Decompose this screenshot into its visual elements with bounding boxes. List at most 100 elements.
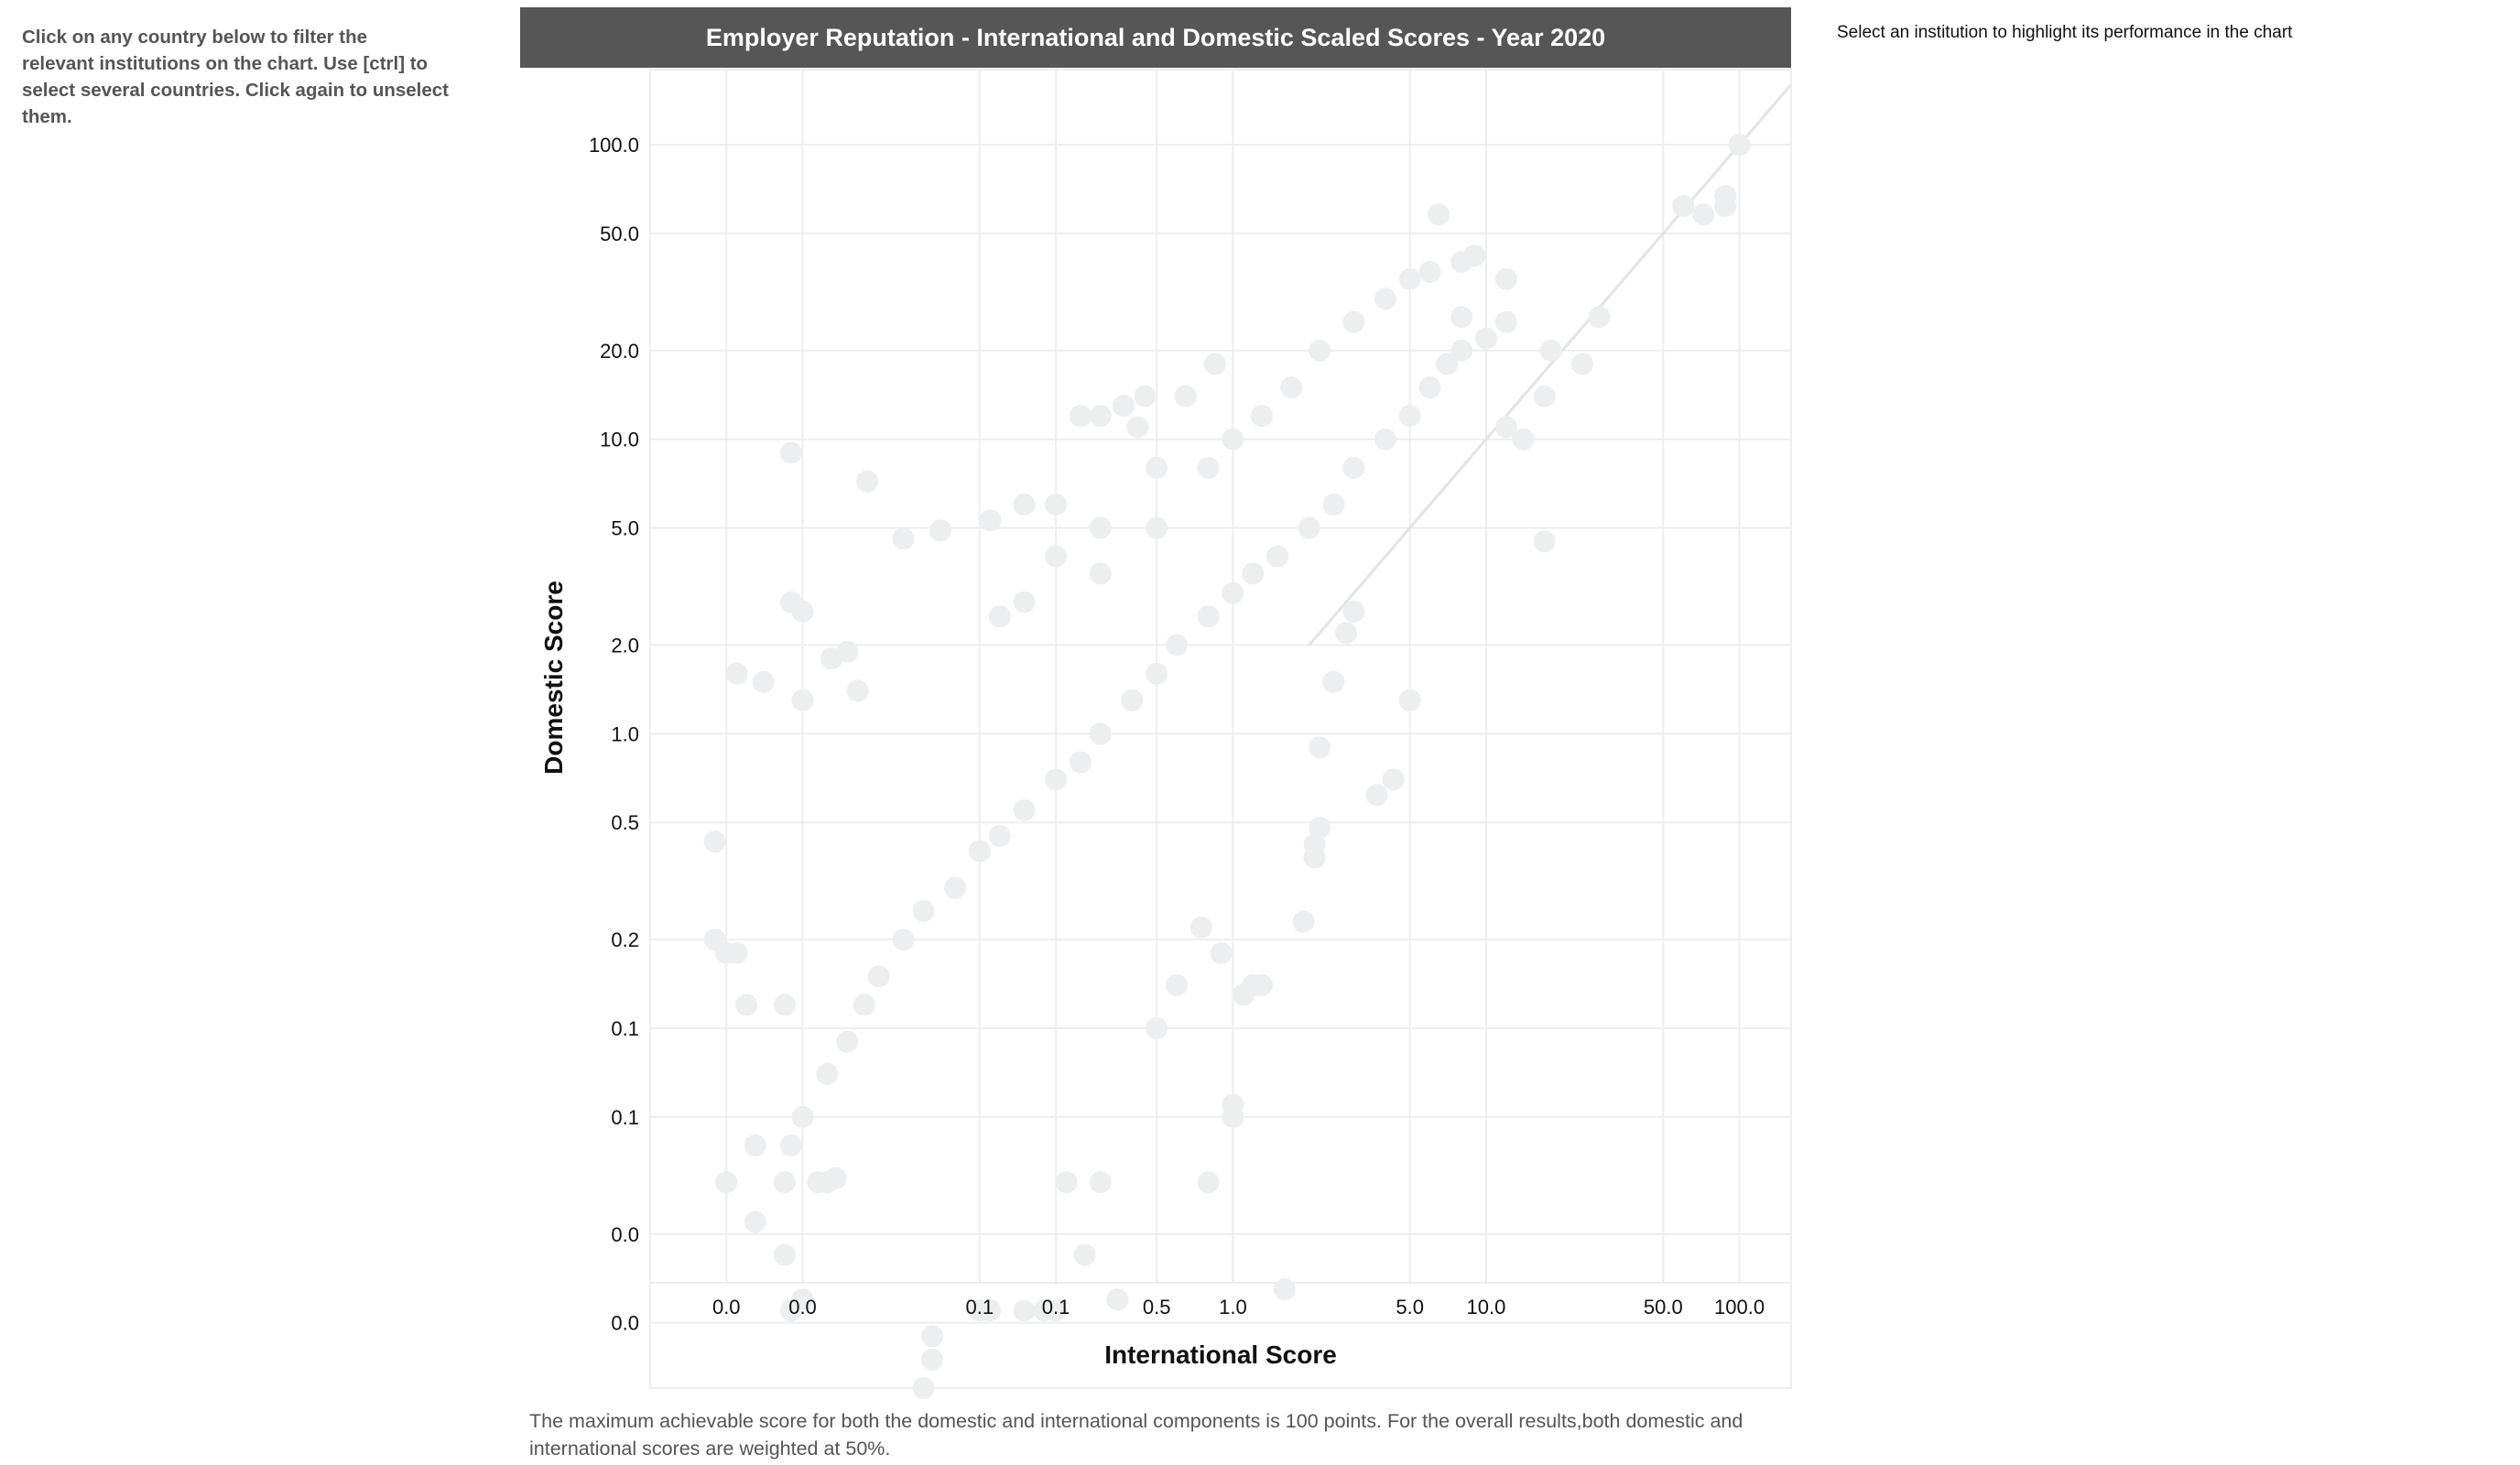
- institution-point[interactable]: [1250, 405, 1273, 428]
- institution-point[interactable]: [1089, 1171, 1112, 1194]
- institution-point[interactable]: [1512, 428, 1535, 450]
- institution-point[interactable]: [1055, 1171, 1078, 1194]
- institution-point[interactable]: [816, 1062, 839, 1085]
- institution-point[interactable]: [892, 928, 915, 951]
- institution-point[interactable]: [1309, 816, 1331, 839]
- institution-point[interactable]: [1146, 516, 1168, 539]
- institution-point[interactable]: [1672, 194, 1695, 217]
- institution-point[interactable]: [1280, 376, 1303, 399]
- institution-point[interactable]: [968, 1299, 991, 1322]
- institution-point[interactable]: [1146, 1017, 1168, 1040]
- institution-point[interactable]: [1073, 1243, 1096, 1266]
- institution-point[interactable]: [1398, 405, 1421, 428]
- institution-point[interactable]: [791, 1105, 814, 1128]
- institution-point[interactable]: [1210, 941, 1233, 964]
- institution-point[interactable]: [1494, 416, 1517, 439]
- institution-point[interactable]: [1571, 353, 1594, 375]
- institution-point[interactable]: [1045, 1299, 1068, 1322]
- institution-point[interactable]: [836, 1030, 859, 1053]
- institution-point[interactable]: [1266, 545, 1289, 568]
- institution-point[interactable]: [1013, 591, 1036, 613]
- institution-point[interactable]: [1298, 516, 1320, 539]
- institution-point[interactable]: [1232, 983, 1255, 1006]
- institution-point[interactable]: [744, 1134, 766, 1157]
- institution-point[interactable]: [1474, 327, 1497, 350]
- institution-point[interactable]: [1222, 581, 1244, 604]
- institution-point[interactable]: [1273, 1277, 1296, 1300]
- institution-point[interactable]: [1089, 722, 1112, 745]
- institution-point[interactable]: [1197, 456, 1220, 479]
- institution-point[interactable]: [1106, 1288, 1129, 1311]
- institution-point[interactable]: [1436, 353, 1459, 375]
- institution-point[interactable]: [1342, 310, 1365, 333]
- institution-point[interactable]: [1292, 910, 1315, 933]
- institution-point[interactable]: [1189, 916, 1212, 939]
- institution-point[interactable]: [779, 1134, 802, 1157]
- institution-point[interactable]: [1146, 662, 1168, 685]
- institution-point[interactable]: [921, 1325, 944, 1348]
- institution-point[interactable]: [1539, 339, 1562, 362]
- institution-point[interactable]: [1121, 689, 1144, 711]
- institution-point[interactable]: [703, 928, 726, 951]
- institution-point[interactable]: [1045, 494, 1068, 516]
- institution-point[interactable]: [1045, 768, 1068, 791]
- institution-point[interactable]: [1013, 494, 1036, 516]
- institution-point[interactable]: [1494, 267, 1517, 290]
- institution-point[interactable]: [846, 679, 869, 702]
- institution-point[interactable]: [912, 1377, 935, 1399]
- institution-point[interactable]: [744, 1210, 766, 1233]
- institution-point[interactable]: [1450, 339, 1473, 362]
- institution-point[interactable]: [1428, 203, 1450, 226]
- institution-point[interactable]: [1728, 134, 1751, 157]
- institution-point[interactable]: [752, 670, 775, 693]
- institution-point[interactable]: [773, 1243, 796, 1266]
- institution-point[interactable]: [1222, 1105, 1244, 1128]
- institution-point[interactable]: [1309, 339, 1331, 362]
- institution-point[interactable]: [735, 993, 758, 1016]
- institution-point[interactable]: [1242, 562, 1265, 585]
- institution-point[interactable]: [979, 509, 1002, 532]
- institution-point[interactable]: [1089, 516, 1112, 539]
- institution-point[interactable]: [1322, 670, 1345, 693]
- institution-point[interactable]: [1374, 288, 1396, 310]
- institution-point[interactable]: [1197, 605, 1220, 628]
- institution-point[interactable]: [1134, 385, 1157, 407]
- institution-point[interactable]: [1013, 1299, 1036, 1322]
- institution-point[interactable]: [715, 1171, 738, 1194]
- institution-point[interactable]: [867, 965, 890, 988]
- institution-point[interactable]: [791, 600, 814, 623]
- institution-point[interactable]: [1309, 736, 1331, 759]
- institution-point[interactable]: [1013, 798, 1036, 821]
- institution-point[interactable]: [1197, 1171, 1220, 1194]
- institution-point[interactable]: [1166, 634, 1189, 657]
- institution-point[interactable]: [1146, 456, 1168, 479]
- institution-point[interactable]: [944, 876, 967, 899]
- institution-point[interactable]: [779, 441, 802, 464]
- institution-point[interactable]: [1692, 203, 1715, 226]
- institution-point[interactable]: [1398, 689, 1421, 711]
- institution-point[interactable]: [1089, 562, 1112, 585]
- institution-point[interactable]: [1303, 833, 1326, 856]
- institution-point[interactable]: [1089, 405, 1112, 428]
- institution-point[interactable]: [1418, 376, 1441, 399]
- institution-point[interactable]: [1374, 428, 1396, 450]
- institution-point[interactable]: [1533, 530, 1556, 553]
- institution-point[interactable]: [1588, 306, 1611, 329]
- institution-point[interactable]: [1112, 395, 1135, 418]
- institution-point[interactable]: [856, 470, 879, 493]
- institution-point[interactable]: [1174, 385, 1197, 407]
- institution-point[interactable]: [1494, 310, 1517, 333]
- institution-point[interactable]: [1250, 974, 1273, 997]
- institution-point[interactable]: [773, 1171, 796, 1194]
- institution-point[interactable]: [1418, 260, 1441, 283]
- institution-point[interactable]: [1342, 456, 1365, 479]
- institution-point[interactable]: [1365, 784, 1388, 807]
- institution-point[interactable]: [988, 824, 1011, 847]
- institution-point[interactable]: [1382, 768, 1405, 791]
- institution-point[interactable]: [791, 1288, 814, 1311]
- institution-point[interactable]: [968, 840, 991, 863]
- institution-point[interactable]: [1342, 600, 1365, 623]
- institution-point[interactable]: [1450, 306, 1473, 329]
- data-points[interactable]: [703, 134, 1751, 1399]
- institution-point[interactable]: [892, 527, 915, 550]
